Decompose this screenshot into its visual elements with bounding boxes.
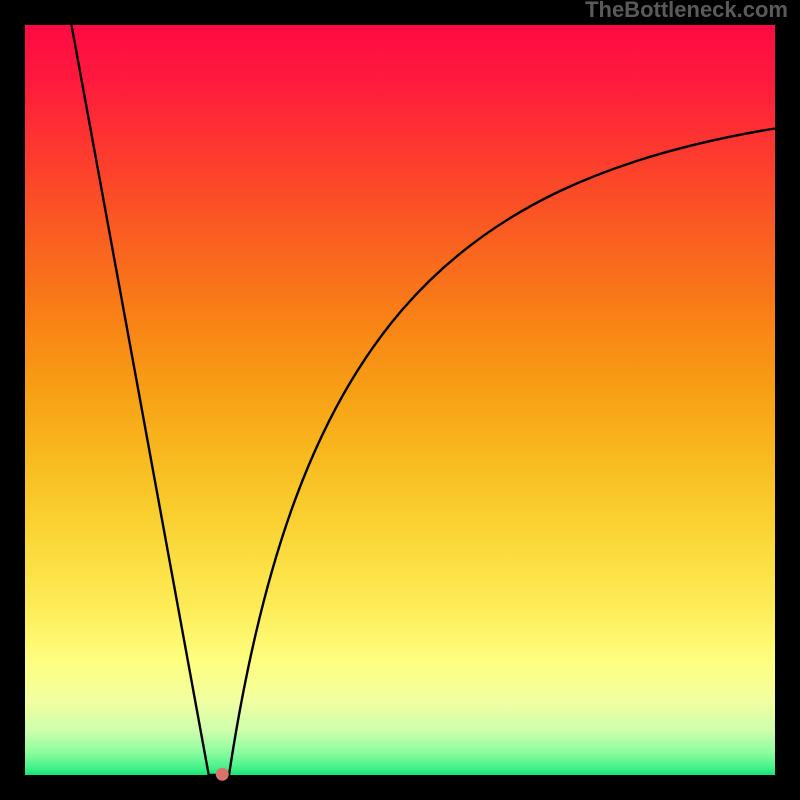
chart-svg <box>0 0 800 800</box>
chart-container: TheBottleneck.com <box>0 0 800 800</box>
plot-background <box>25 25 775 775</box>
optimal-point-marker <box>216 768 229 781</box>
